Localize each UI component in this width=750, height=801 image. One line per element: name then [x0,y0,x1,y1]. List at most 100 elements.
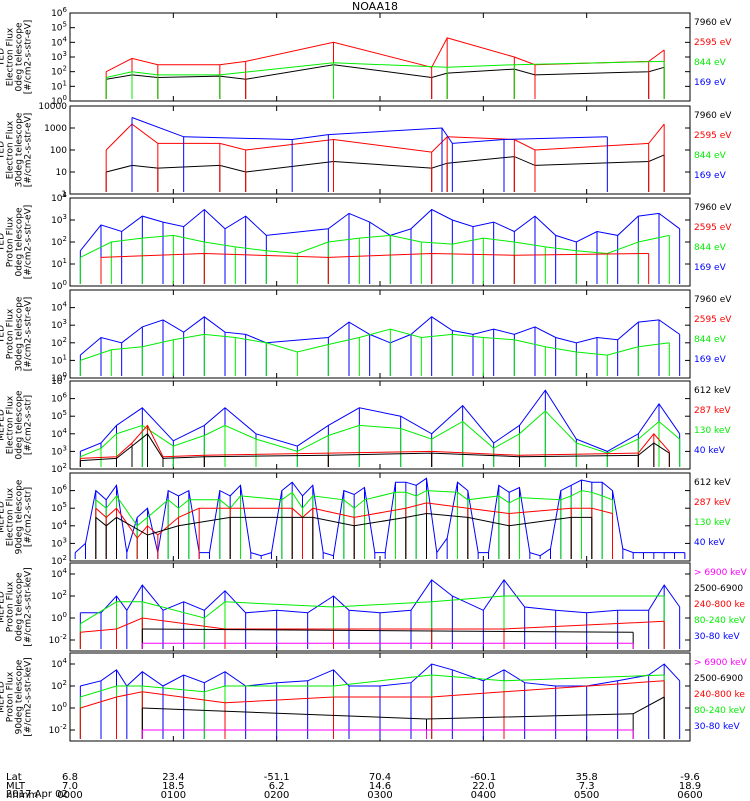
series-line-4-0 [80,389,681,452]
y-tick-label-6-0: 10-2 [49,633,67,646]
legend-entry-2-1: 2595 eV [694,223,732,233]
series-line-1-2 [131,117,608,144]
y-tick-label-6-1: 100 [51,611,67,624]
legend-entry-6-0: > 6900 keV [694,568,748,578]
footer-time-5: 0500 [573,790,600,801]
footer-mlt-5: 7.3 [578,781,595,792]
legend-entry-4-3: 40 keV [694,446,726,456]
legend-entry-5-1: 287 keV [694,498,731,508]
footer-time-1: 0100 [160,790,187,801]
series-line-0-0 [106,64,665,80]
y-axis-label-2: TEDProton Flux0deg telescope[#/cm2-s-str… [0,205,34,280]
series-line-1-0 [106,154,665,173]
series-line-3-1 [80,328,670,361]
y-tick-label-3-0: 100 [51,371,67,384]
y-tick-label-0-2: 102 [51,65,67,78]
footer-mlt-2: 6.2 [268,781,285,792]
legend-entry-4-2: 130 keV [694,426,731,436]
series-line-3-0 [79,316,680,356]
legend-entry-5-2: 130 keV [694,518,731,528]
y-tick-label-5-2: 104 [51,519,67,532]
footer-lat-0: 6.8 [62,772,78,783]
y-tick-label-6-2: 102 [51,589,67,602]
footer-axis: Lat 6.8 23.4 -51.1 70.4 -60.1 35.8 -9.6 MLT 7.… [0,772,750,801]
footer-lat-2: -51.1 [263,772,290,783]
date-label: 2017 Apr 02 [6,789,68,800]
y-tick-label-7-2: 102 [51,679,67,692]
series-line-6-1 [80,595,665,625]
y-tick-label-3-4: 104 [51,301,67,314]
footer-row-time: hhmm 0000 0100 0200 0300 0400 0500 0600 [0,790,750,801]
y-tick-label-1-1: 10 [56,168,68,178]
footer-lat-5: 35.8 [575,772,598,783]
y-tick-label-4-1: 103 [51,444,67,457]
footer-mlt-1: 18.5 [162,781,185,792]
y-tick-label-6-3: 104 [51,567,67,580]
legend-entry-3-3: 169 eV [694,355,727,365]
footer-time-2: 0200 [263,790,290,801]
legend-entry-7-4: 30-80 keV [694,722,740,732]
legend-entry-0-0: 7960 eV [694,18,732,28]
series-line-4-2 [80,424,670,459]
footer-lat-1: 23.4 [162,772,185,783]
chart-title: NOAA18 [351,0,399,13]
y-tick-label-0-6: 106 [51,6,67,19]
legend-entry-1-1: 2595 eV [694,131,732,141]
footer-time-4: 0400 [470,790,497,801]
legend-entry-4-0: 612 keV [694,386,731,396]
legend-entry-1-0: 7960 eV [694,111,732,121]
series-line-7-3 [142,696,665,720]
legend-entry-1-3: 169 eV [694,171,727,181]
y-tick-label-3-1: 101 [51,353,67,366]
series-line-2-1 [80,234,670,258]
y-tick-label-5-3: 105 [51,501,67,514]
y-axis-label-0: TEDElectron Flux0deg telescope[#/cm2-s-s… [0,20,34,95]
y-axis-label-3: TEDProton Flux30deg telescope[#/cm2-s-st… [0,296,34,371]
series-line-2-0 [79,208,680,252]
panel-frame-1 [69,105,691,195]
legend-entry-0-3: 169 eV [694,78,727,88]
legend-entry-3-0: 7960 eV [694,295,732,305]
legend-entry-6-1: 2500-6900 [694,584,743,594]
series-line-6-2 [80,617,665,633]
legend-entry-7-3: 80-240 keV [694,706,746,716]
footer-row-mlt: MLT 7.0 18.5 6.2 14.6 22.0 7.3 18.9 [0,781,750,792]
y-axis-label-1: TEDElectron Flux30deg telescope[#/cm2-s-… [0,112,34,187]
y-tick-label-7-0: 10-2 [49,723,67,736]
series-line-4-1 [80,410,681,458]
series-line-5-0 [74,477,685,557]
y-tick-label-4-4: 106 [51,392,67,405]
footer-lat-6: -9.6 [680,772,700,783]
legend-entry-6-4: 30-80 keV [694,632,740,642]
footer-time-3: 0300 [367,790,393,801]
legend-entry-2-3: 169 eV [694,263,727,273]
y-tick-label-4-3: 105 [51,409,67,422]
y-tick-label-3-2: 102 [51,336,67,349]
y-tick-label-0-5: 105 [51,21,67,34]
y-tick-label-1-0: 1 [61,190,67,200]
footer-lat-4: -60.1 [470,772,497,783]
y-tick-label-4-0: 102 [51,462,67,475]
y-tick-label-5-0: 102 [51,554,67,567]
legend-entry-2-0: 7960 eV [694,203,732,213]
footer-row-lat: Lat 6.8 23.4 -51.1 70.4 -60.1 35.8 -9.6 [0,772,750,783]
series-line-7-2 [80,680,665,709]
footer-label-mlt: MLT [6,781,25,792]
footer-time-6: 0600 [677,790,703,801]
y-tick-label-1-4: 10000 [38,102,67,112]
legend-entry-7-1: 2500-6900 [694,674,743,684]
footer-mlt-6: 18.9 [678,781,702,792]
legend-entry-7-2: 240-800 ke [694,690,745,700]
panel-frame-5 [69,472,691,562]
legend-entry-0-2: 844 eV [694,58,727,68]
y-axis-label-5: MEPEDElectron Flux90deg telescope[#/cm2-… [0,479,34,554]
series-line-5-3 [95,512,592,536]
series-line-4-3 [80,433,670,462]
y-tick-label-2-0: 100 [51,279,67,292]
y-tick-label-1-2: 100 [50,146,67,156]
panel-frame-0 [69,12,691,102]
legend-entry-7-0: > 6900 keV [694,658,748,668]
y-tick-label-7-1: 100 [51,701,67,714]
legend-entry-5-3: 40 keV [694,538,726,548]
